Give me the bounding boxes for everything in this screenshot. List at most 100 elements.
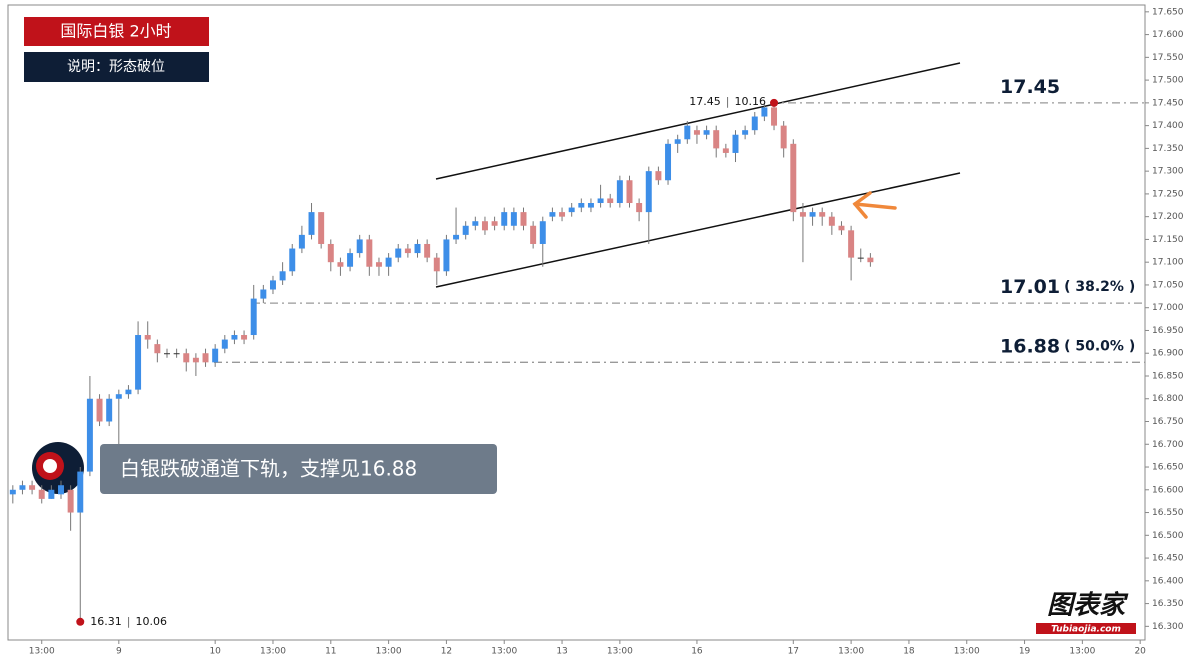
y-tick-label: 17.250 — [1152, 189, 1184, 199]
level-value: 17.01 — [1000, 276, 1060, 298]
y-tick-label: 17.000 — [1152, 303, 1184, 313]
candle-body — [559, 212, 566, 217]
y-tick-label: 17.450 — [1152, 98, 1184, 108]
candle — [790, 139, 797, 222]
y-tick-label: 16.400 — [1152, 576, 1184, 586]
candle — [48, 485, 55, 499]
marker-price: 17.45 — [689, 95, 721, 108]
subtitle-box — [24, 52, 209, 82]
channel-upper — [435, 62, 961, 180]
candle-body — [164, 353, 170, 355]
callout-box — [100, 444, 497, 494]
candle-body — [29, 485, 36, 490]
candle — [857, 248, 864, 263]
marker-time: 10.16 — [735, 95, 767, 108]
candle — [433, 253, 440, 285]
candle — [713, 125, 720, 158]
candle — [86, 375, 93, 477]
candle-body — [751, 116, 758, 131]
candle-body — [154, 344, 161, 354]
level-label: 17.45 — [1000, 75, 1060, 97]
candle-body — [693, 130, 700, 135]
callout: 白银跌破通道下轨，支撑见16.88 — [120, 457, 417, 481]
subtitle: 说明：形态破位 — [67, 59, 165, 75]
y-tick-label: 16.700 — [1152, 440, 1184, 450]
candle — [337, 257, 344, 276]
candle — [539, 216, 546, 267]
candle-body — [809, 212, 816, 217]
candle — [867, 253, 874, 267]
candle — [838, 221, 845, 235]
candle — [77, 467, 84, 622]
candle — [375, 257, 382, 276]
candle-body — [578, 203, 585, 208]
candle-body — [838, 225, 845, 231]
candle-body — [356, 239, 363, 254]
candle — [472, 216, 479, 231]
candle-body — [722, 148, 729, 153]
candle — [491, 216, 498, 231]
x-tick-label: 10 — [209, 647, 221, 657]
candle-body — [453, 234, 460, 240]
candle-body — [250, 298, 257, 336]
candle-body — [77, 471, 84, 513]
candle — [607, 193, 614, 208]
candle — [38, 485, 45, 504]
candle — [221, 335, 228, 354]
y-tick-label: 17.200 — [1152, 212, 1184, 222]
candle-body — [732, 134, 739, 153]
candle — [135, 321, 142, 395]
candle-body — [375, 262, 382, 267]
candle — [549, 207, 556, 222]
y-tick-label: 17.050 — [1152, 280, 1184, 290]
candle-body — [607, 198, 614, 204]
x-tick-label: 20 — [1134, 647, 1146, 657]
candle — [404, 243, 411, 258]
avatar — [32, 442, 84, 494]
candle-body — [404, 248, 411, 254]
candle — [828, 212, 835, 235]
candle — [183, 348, 190, 372]
candle — [212, 344, 219, 367]
candle-body — [183, 353, 190, 363]
candle — [154, 339, 161, 363]
candle — [636, 198, 643, 222]
candle-body — [269, 280, 276, 290]
x-tick-label: 13:00 — [29, 647, 55, 657]
level-value: 17.45 — [1000, 75, 1060, 97]
candle-body — [298, 234, 305, 249]
candle — [202, 348, 209, 367]
candle-body — [279, 271, 286, 281]
y-tick-label: 16.950 — [1152, 326, 1184, 336]
candle — [559, 207, 566, 222]
y-tick-label: 16.850 — [1152, 371, 1184, 381]
candle-body — [857, 257, 864, 259]
title-box — [24, 17, 209, 46]
candle — [356, 234, 363, 258]
y-tick-label: 16.300 — [1152, 622, 1184, 632]
candle — [501, 207, 508, 231]
level-ratio: ( 38.2% ) — [1064, 279, 1135, 295]
y-tick-label: 16.900 — [1152, 349, 1184, 359]
candle — [115, 389, 122, 445]
candle-body — [395, 248, 402, 258]
y-tick-label: 17.300 — [1152, 167, 1184, 177]
candle — [771, 102, 778, 131]
candle-body — [19, 485, 26, 490]
marker-price: 16.31 — [90, 615, 122, 628]
candle-body — [96, 398, 103, 422]
candle — [414, 239, 421, 258]
x-tick-label: 18 — [903, 647, 915, 657]
candle — [578, 198, 585, 213]
candle — [819, 207, 826, 226]
candle-body — [308, 212, 315, 235]
candle — [106, 394, 113, 427]
candle-body — [645, 171, 652, 213]
marker-sep: | — [726, 95, 730, 108]
candle — [385, 253, 392, 276]
x-tick-label: 13:00 — [954, 647, 980, 657]
candle-body — [424, 243, 431, 258]
candle-body — [828, 216, 835, 226]
y-tick-label: 16.750 — [1152, 417, 1184, 427]
